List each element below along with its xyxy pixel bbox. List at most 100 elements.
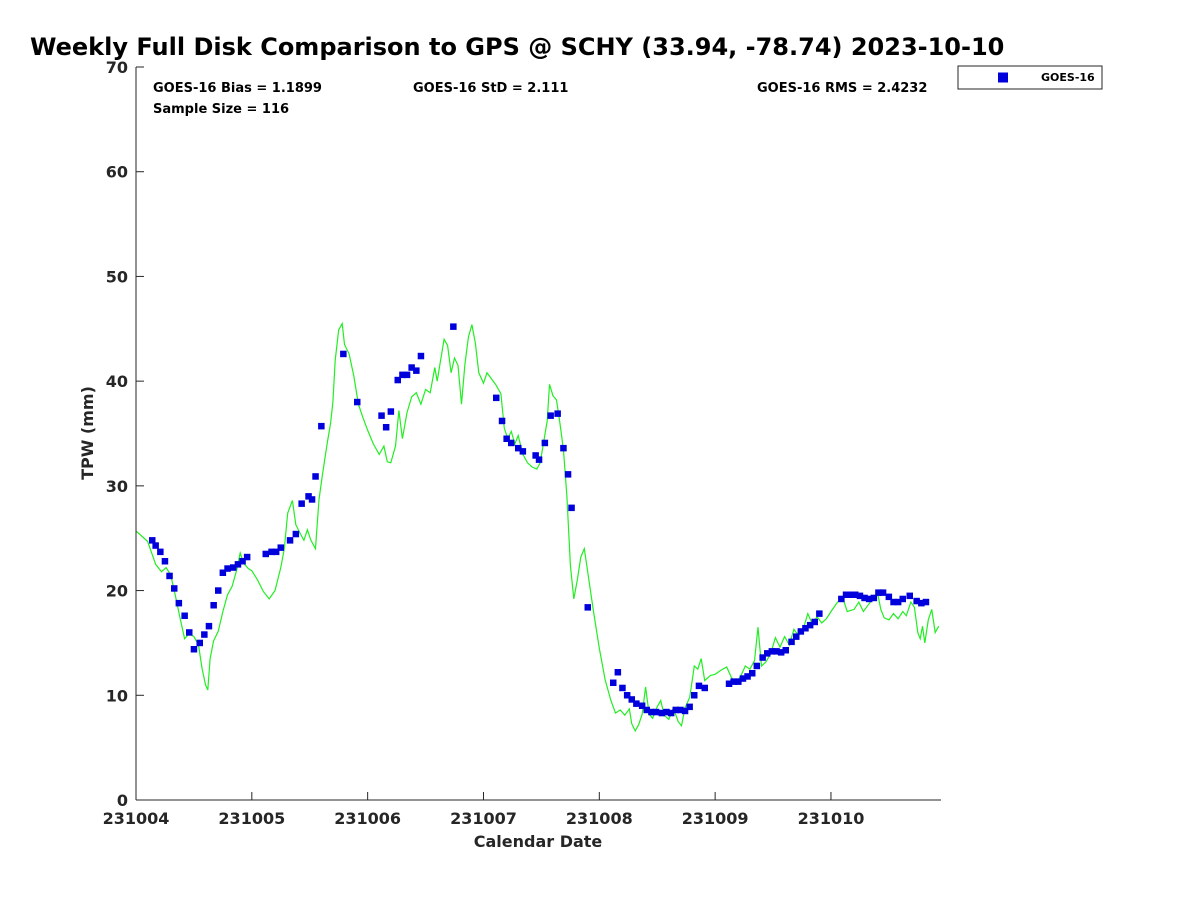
goes-16-point xyxy=(234,561,242,568)
goes-16-point xyxy=(619,684,626,692)
goes-16-point xyxy=(181,612,188,619)
goes-16-point xyxy=(224,565,231,572)
goes-16-point xyxy=(305,493,312,500)
goes-16-point xyxy=(541,439,549,447)
goes-16-point xyxy=(547,412,554,419)
legend: GOES-16 xyxy=(957,65,1103,90)
goes-16-point xyxy=(205,622,213,630)
goes-16-point xyxy=(695,682,703,690)
y-tick-label: 20 xyxy=(106,582,128,601)
goes-16-point xyxy=(894,598,902,606)
goes-16-point xyxy=(879,589,887,596)
goes-16-point xyxy=(614,669,622,676)
goes-16-point xyxy=(777,649,785,656)
y-ticks: 0 10 20 30 40 50 60 70 xyxy=(106,58,144,810)
goes-16-point xyxy=(560,444,567,452)
sample-size-stat: Sample Size = 116 xyxy=(153,102,289,117)
goes-16-point xyxy=(277,544,284,551)
goes-16-point xyxy=(503,435,510,442)
x-tick-label: 231007 xyxy=(450,809,517,828)
goes-16-point xyxy=(681,707,689,715)
goes-16-point xyxy=(768,648,776,655)
goes-16-point xyxy=(610,679,617,686)
goes-16-point xyxy=(730,678,737,685)
goes-16-point xyxy=(890,598,897,606)
goes-16-point xyxy=(318,422,325,430)
y-tick-label: 50 xyxy=(106,267,128,286)
goes-16-point xyxy=(648,708,655,716)
goes-16-point xyxy=(152,542,159,549)
x-ticks: 231004 231005 231006 231007 231008 231009 2310… xyxy=(103,792,864,828)
goes-16-point xyxy=(658,709,666,717)
goes-16-point xyxy=(816,610,823,617)
goes-16-point xyxy=(865,595,873,603)
goes-16-point xyxy=(408,364,415,371)
goes-16-point xyxy=(450,323,457,330)
y-tick-label: 40 xyxy=(106,372,128,391)
goes-16-point xyxy=(584,604,591,611)
goes-16-point xyxy=(378,412,385,419)
goes-16-point xyxy=(913,597,920,605)
goes-16-point xyxy=(739,675,747,682)
goes-16-point xyxy=(340,350,347,358)
goes-16-point xyxy=(749,670,756,677)
goes-16-point xyxy=(215,587,222,594)
goes-16-point xyxy=(773,648,780,655)
goes-16-point xyxy=(387,408,395,415)
goes-16-point xyxy=(672,706,679,714)
goes-16-point xyxy=(298,500,305,507)
goes-16-point xyxy=(196,639,203,647)
goes-16-point xyxy=(413,367,420,374)
goes-16-point xyxy=(515,444,522,452)
y-tick-label: 60 xyxy=(106,163,128,182)
goes-16-point xyxy=(861,594,868,602)
goes-16-point xyxy=(201,631,208,638)
goes-16-point xyxy=(354,398,361,406)
goes-16-point xyxy=(394,376,401,384)
chart-title: Weekly Full Disk Comparison to GPS @ SCH… xyxy=(30,33,1004,61)
goes-16-point xyxy=(701,684,708,692)
legend-box xyxy=(957,65,1103,90)
goes-16-point xyxy=(667,709,675,717)
goes-16-point xyxy=(885,593,893,601)
goes-16-point xyxy=(643,706,650,714)
goes-16-point xyxy=(417,352,425,360)
goes-16-point xyxy=(166,572,173,580)
y-axis-label: TPW (mm) xyxy=(78,386,97,480)
goes-16-point xyxy=(219,569,227,576)
goes-16-point xyxy=(922,598,930,606)
goes-16-point xyxy=(788,638,795,646)
plot-area xyxy=(135,321,940,733)
goes-16-point xyxy=(847,591,854,598)
goes-16-point xyxy=(744,673,751,680)
goes-16-point xyxy=(535,456,543,463)
goes-16-point xyxy=(268,548,275,556)
goes-16-point xyxy=(532,452,539,459)
goes-16-point xyxy=(811,618,818,626)
goes-16-point xyxy=(149,537,156,544)
goes-16-point xyxy=(870,594,878,602)
goes-16-point xyxy=(508,439,515,447)
goes-16-point xyxy=(554,410,561,417)
axes: 0 10 20 30 40 50 60 70 231004 231005 231006 231007… xyxy=(103,58,941,828)
goes-16-series xyxy=(149,323,930,717)
goes-16-point xyxy=(677,706,684,714)
legend-label-goes-16: GOES-16 xyxy=(1041,71,1095,84)
goes-16-point xyxy=(239,558,246,565)
goes-16-point xyxy=(735,678,742,685)
goes-16-point xyxy=(493,394,500,402)
y-tick-label: 70 xyxy=(106,58,128,77)
goes-16-point xyxy=(403,371,411,379)
goes-16-point xyxy=(623,692,631,699)
goes-16-point xyxy=(161,558,169,565)
y-tick-label: 10 xyxy=(106,686,128,705)
goes-16-point xyxy=(308,496,316,503)
goes-16-point xyxy=(842,591,850,598)
goes-16-point xyxy=(686,703,693,711)
goes-16-point xyxy=(312,473,319,480)
x-axis-label: Calendar Date xyxy=(474,832,603,851)
goes-16-point xyxy=(797,628,805,635)
goes-16-point xyxy=(759,654,766,661)
